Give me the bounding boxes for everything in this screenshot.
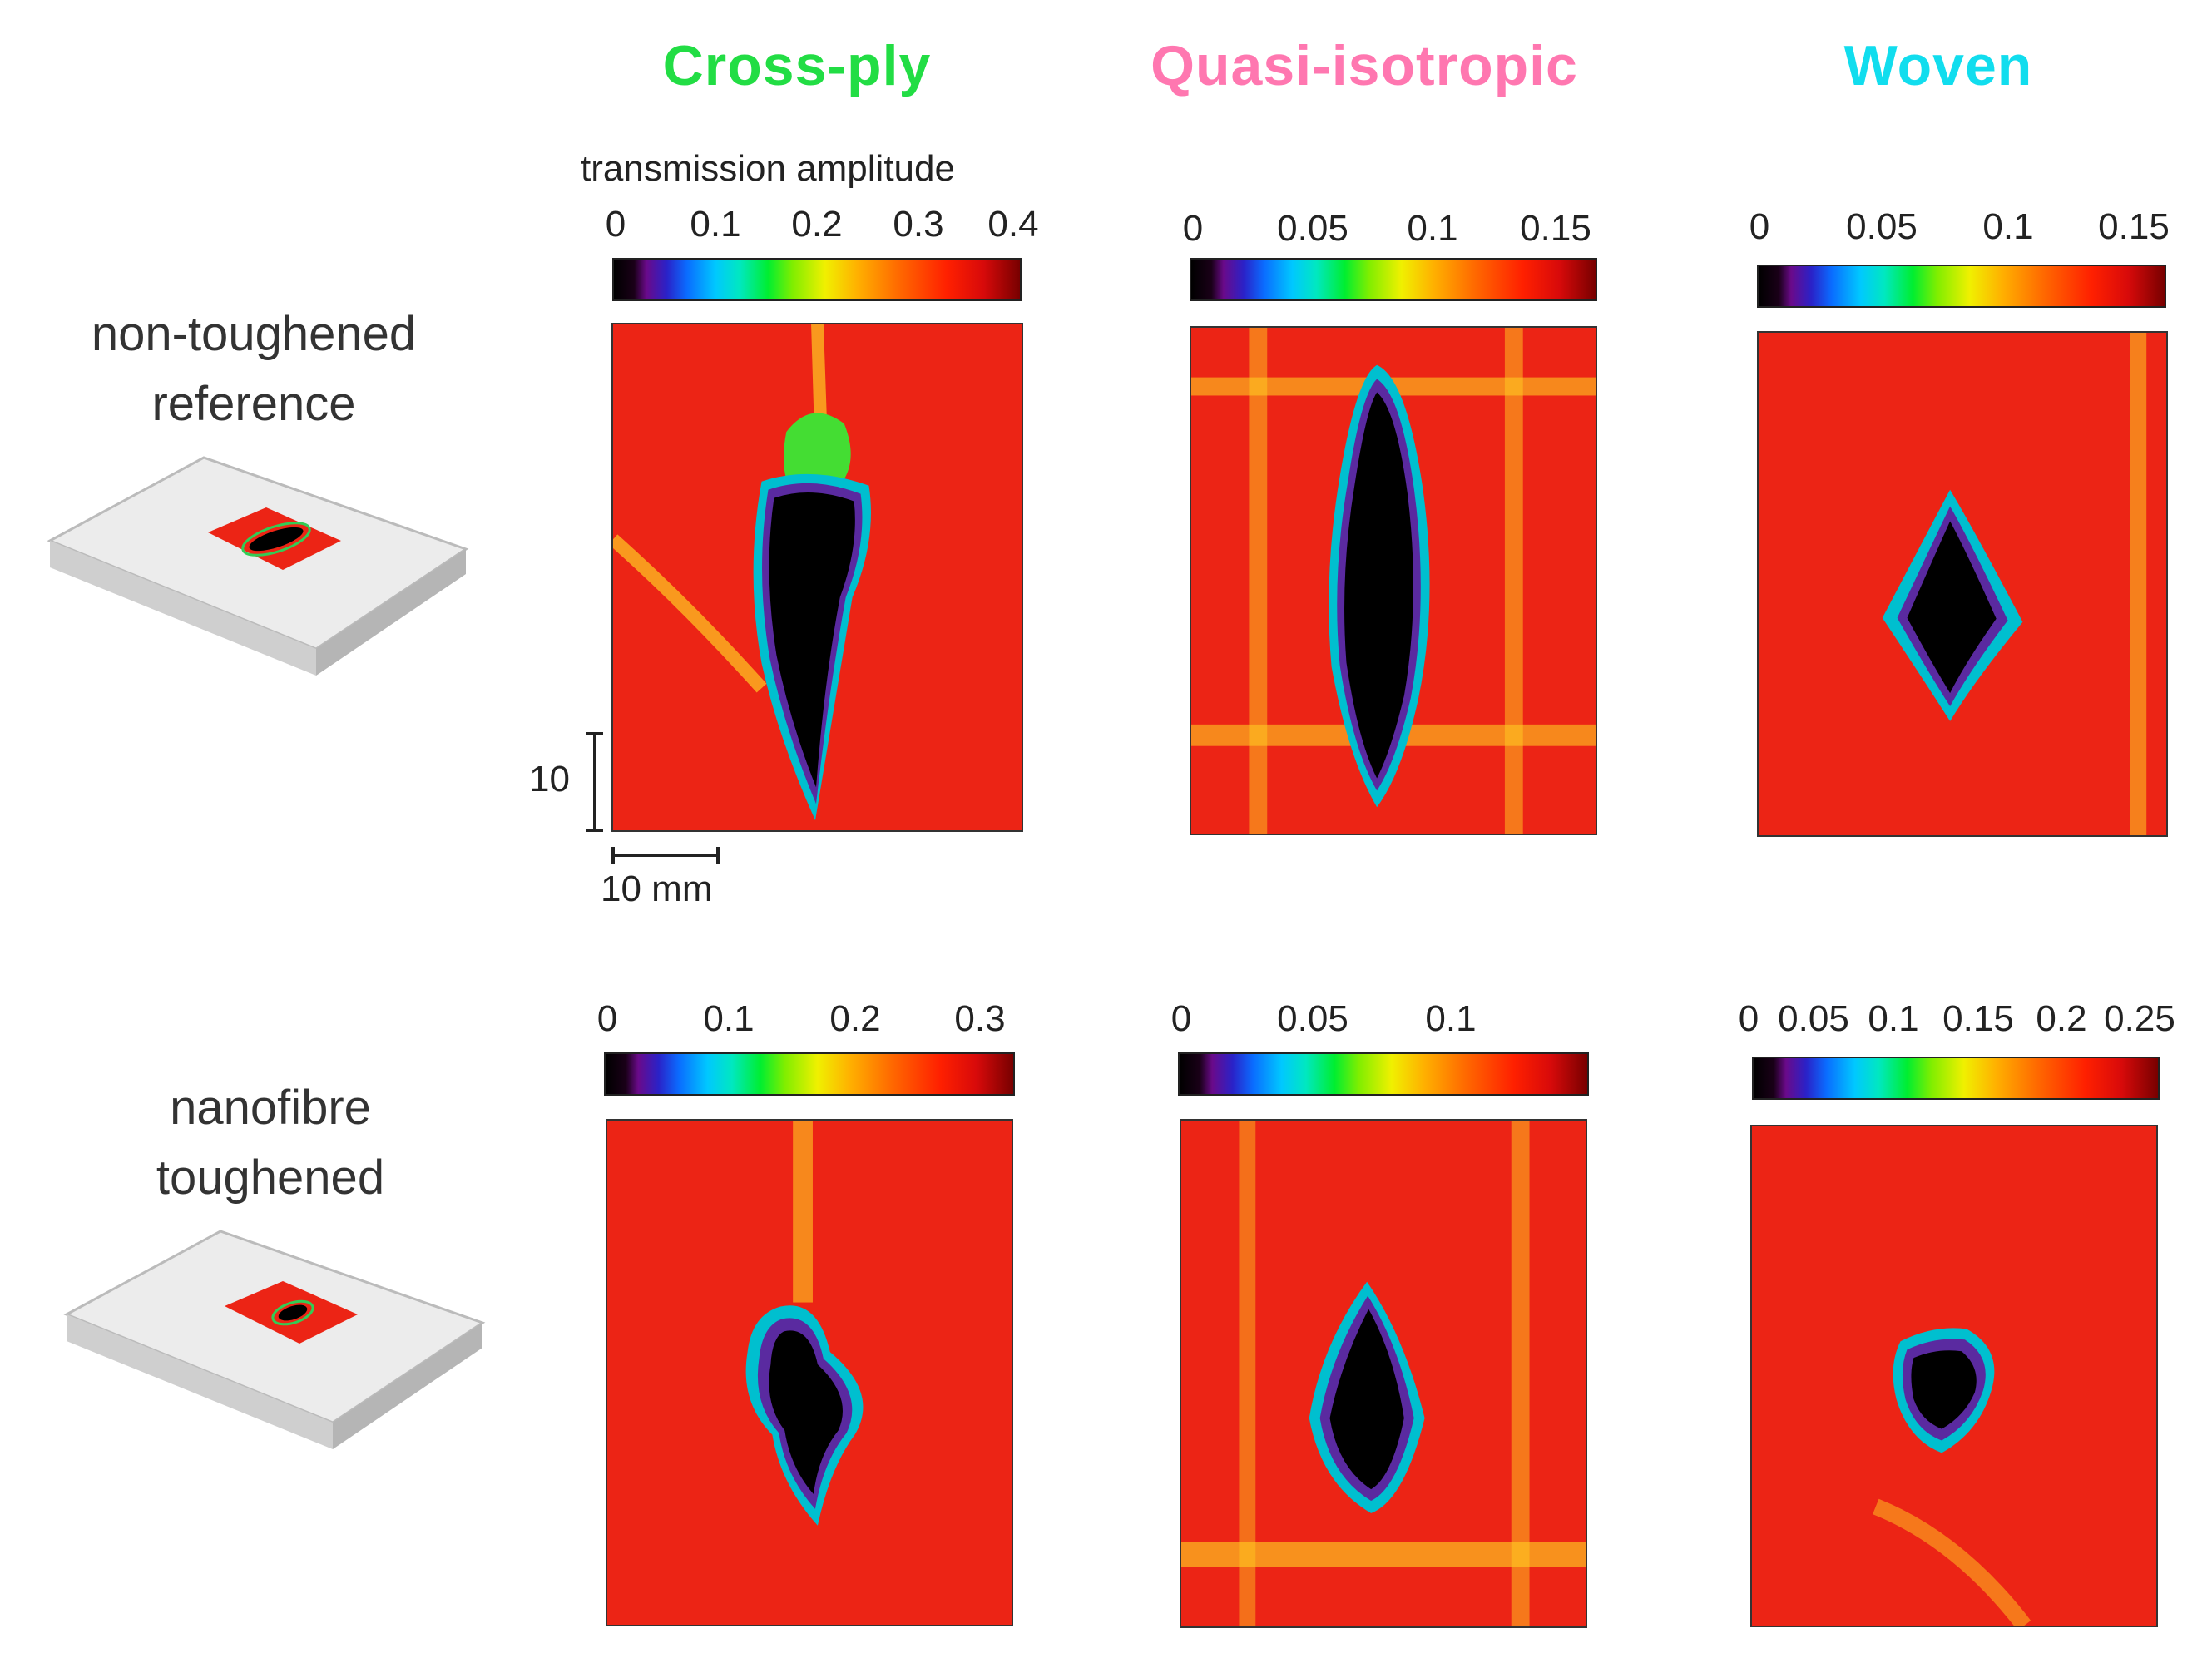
colorbar-r2c3 xyxy=(1752,1057,2160,1100)
row-label-non-toughened: non-toughened reference xyxy=(37,299,470,439)
tick-label: 0.4 xyxy=(987,204,1039,245)
tick-label: 0.3 xyxy=(954,998,1006,1039)
row-label-line1: non-toughened xyxy=(91,307,417,361)
cscan-map-quasi-toughened xyxy=(1180,1119,1587,1628)
row-label-line1: nanofibre xyxy=(170,1081,371,1135)
scale-label-horizontal: 10 mm xyxy=(601,869,713,909)
tick-label: 0.2 xyxy=(829,998,881,1039)
colorbar-title: transmission amplitude xyxy=(581,148,955,189)
tick-label: 0.05 xyxy=(1277,998,1348,1039)
tick-label: 0 xyxy=(605,204,626,245)
colorbar-r2c1 xyxy=(604,1052,1015,1096)
cscan-map-crossply-toughened xyxy=(606,1119,1013,1626)
colorbar-r1c2 xyxy=(1190,258,1597,301)
tick-label: 0.05 xyxy=(1277,208,1348,249)
tick-label: 0 xyxy=(596,998,618,1039)
tick-label: 0.1 xyxy=(1425,998,1477,1039)
plate-illustration-toughened xyxy=(63,1230,486,1449)
plate-illustration-reference xyxy=(47,456,469,676)
tick-label: 0.05 xyxy=(1778,998,1849,1039)
tick-label: 0.1 xyxy=(1407,208,1458,249)
row-label-line2: reference xyxy=(151,377,356,431)
tick-label: 0 xyxy=(1182,208,1204,249)
cscan-map-woven-toughened xyxy=(1750,1125,2158,1627)
column-title-cross-ply: Cross-ply xyxy=(662,34,932,97)
tick-label: 0.1 xyxy=(1868,998,1919,1039)
column-title-quasi-isotropic: Quasi-isotropic xyxy=(1151,34,1578,97)
cscan-map-woven-reference xyxy=(1757,331,2168,837)
cscan-map-crossply-reference xyxy=(611,323,1023,832)
tick-label: 0.25 xyxy=(2104,998,2175,1039)
tick-label: 0.2 xyxy=(2036,998,2087,1039)
tick-label: 0.15 xyxy=(2098,206,2170,247)
scale-label-vertical: 10 xyxy=(529,759,570,799)
colorbar-r1c1 xyxy=(612,258,1022,301)
tick-label: 0.15 xyxy=(1942,998,2014,1039)
tick-label: 0 xyxy=(1738,998,1759,1039)
scale-bar-horizontal xyxy=(611,847,720,864)
tick-label: 0.2 xyxy=(791,204,843,245)
row-label-nanofibre: nanofibre toughened xyxy=(54,1073,487,1213)
colorbar-r2c2 xyxy=(1178,1052,1589,1096)
row-label-line2: toughened xyxy=(156,1151,385,1205)
tick-label: 0.1 xyxy=(1982,206,2034,247)
tick-label: 0.15 xyxy=(1520,208,1591,249)
column-title-woven: Woven xyxy=(1843,34,2033,97)
tick-label: 0.1 xyxy=(690,204,741,245)
tick-label: 0.3 xyxy=(893,204,944,245)
scale-bar-vertical xyxy=(586,732,603,832)
tick-label: 0.05 xyxy=(1846,206,1918,247)
tick-label: 0 xyxy=(1170,998,1192,1039)
colorbar-r1c3 xyxy=(1757,265,2166,308)
tick-label: 0 xyxy=(1749,206,1770,247)
cscan-map-quasi-reference xyxy=(1190,326,1597,835)
tick-label: 0.1 xyxy=(703,998,755,1039)
